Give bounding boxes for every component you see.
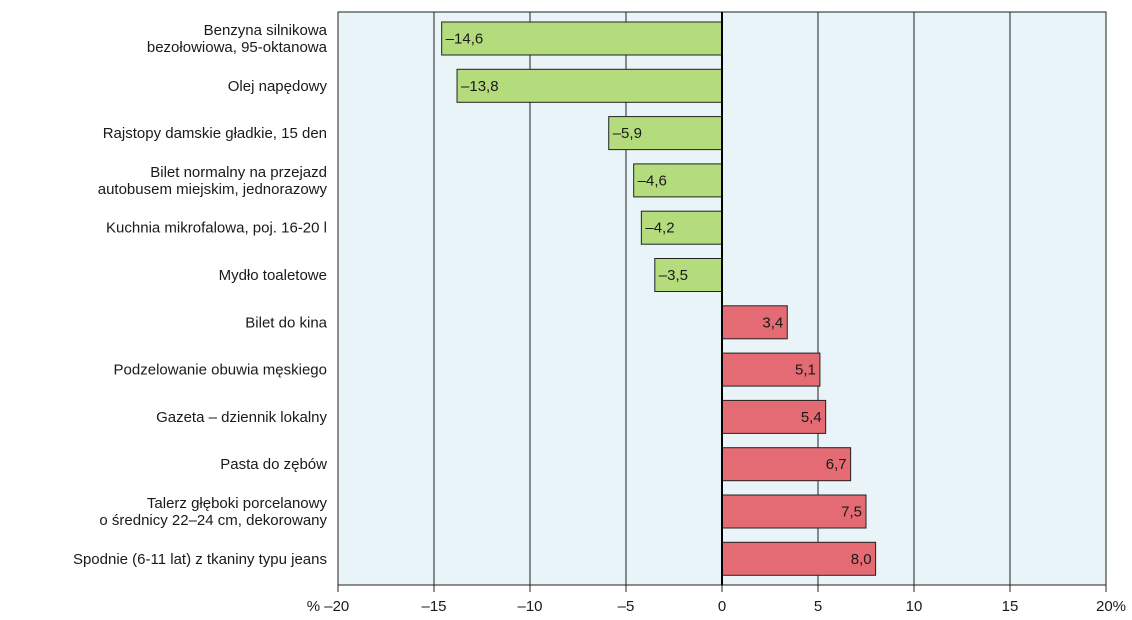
- bar: [608, 116, 723, 151]
- bar-value-label: 6,7: [826, 456, 847, 473]
- bar-value-label: 5,1: [795, 362, 816, 379]
- bar: [441, 21, 723, 56]
- bar-value-label: –5,9: [613, 125, 642, 142]
- bar-value-label: –3,5: [659, 267, 688, 284]
- grid-lines: [433, 12, 1011, 585]
- bar-value-label: –13,8: [461, 78, 499, 95]
- x-tick-label: 0: [718, 598, 726, 615]
- x-tick-label: 20%: [1096, 598, 1126, 615]
- bar-value-label: 3,4: [762, 314, 783, 331]
- category-label: Bilet normalny na przejazd autobusem miej…: [98, 164, 328, 198]
- bar-value-label: 7,5: [841, 504, 862, 521]
- x-tick-label: % –20: [307, 598, 350, 615]
- category-label: Rajstopy damskie gładkie, 15 den: [103, 125, 327, 142]
- x-axis-ticks: % –20 –15 –10 –5 0 5 10 15 20%: [307, 585, 1126, 615]
- category-labels: Benzyna silnikowa bezołowiowa, 95-oktanow…: [73, 22, 328, 568]
- category-label: Mydło toaletowe: [219, 267, 327, 284]
- bars: –14,6 –13,8 –5,9 –4,6 –4,2 –3,5 3,4 5,1 5,4 6,7 7,…: [441, 21, 877, 576]
- bar-value-label: –14,6: [446, 31, 484, 48]
- bar-value-label: 5,4: [801, 409, 822, 426]
- bar-value-label: –4,2: [645, 220, 674, 237]
- x-tick-label: –5: [618, 598, 635, 615]
- bar: [721, 447, 852, 482]
- bar: [721, 399, 827, 434]
- category-label: Kuchnia mikrofalowa, poj. 16-20 l: [106, 220, 327, 237]
- category-label: Olej napędowy: [228, 78, 328, 95]
- x-tick-label: 5: [814, 598, 822, 615]
- category-label: Benzyna silnikowa bezołowiowa, 95-oktanow…: [147, 22, 328, 56]
- bar-value-label: 8,0: [851, 551, 872, 568]
- bar: [456, 68, 723, 103]
- x-tick-label: –10: [517, 598, 542, 615]
- category-label: Talerz głęboki porcelanowy o średnicy 22–…: [99, 495, 327, 529]
- x-tick-label: 10: [906, 598, 923, 615]
- category-label: Bilet do kina: [245, 314, 327, 331]
- category-label: Pasta do zębów: [220, 456, 327, 473]
- bar-value-label: –4,6: [638, 172, 667, 189]
- x-tick-label: –15: [421, 598, 446, 615]
- bar: [721, 541, 877, 576]
- category-label: Spodnie (6-11 lat) z tkaniny typu jeans: [73, 551, 327, 568]
- category-label: Podzelowanie obuwia męskiego: [114, 362, 327, 379]
- bar: [721, 352, 821, 387]
- bar: [633, 163, 723, 198]
- category-label: Gazeta – dziennik lokalny: [156, 409, 327, 426]
- x-tick-label: 15: [1002, 598, 1019, 615]
